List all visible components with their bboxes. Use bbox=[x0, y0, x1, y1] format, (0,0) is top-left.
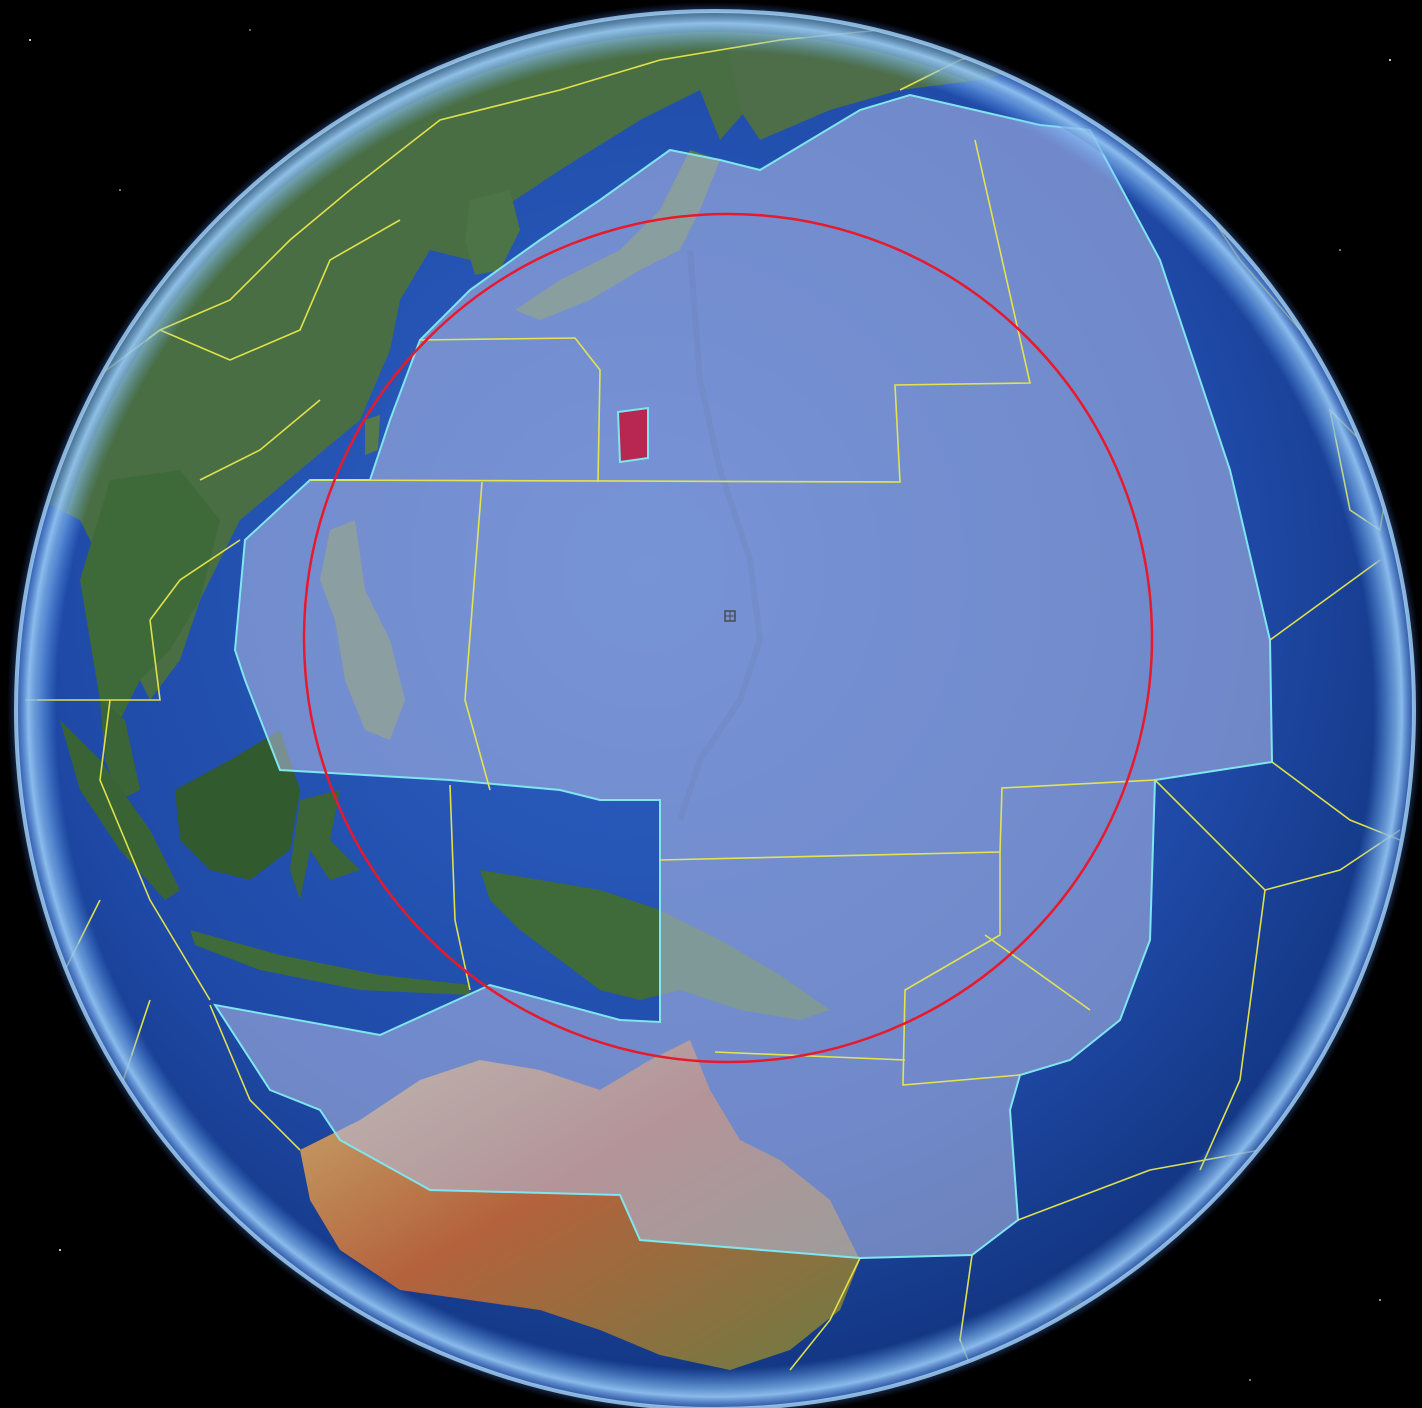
star-field bbox=[29, 29, 1391, 1381]
atmosphere-glow bbox=[7, 2, 1422, 1408]
atmosphere-rim bbox=[14, 9, 1416, 1408]
